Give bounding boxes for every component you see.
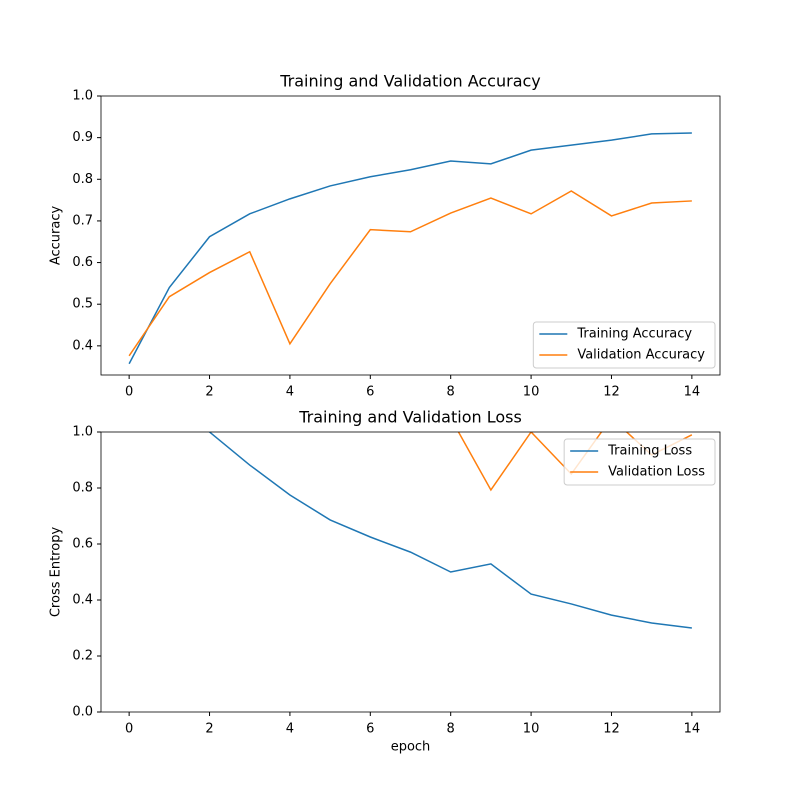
x-tick-label: 0 — [125, 722, 133, 737]
legend: Training Loss Validation Loss — [563, 438, 716, 486]
legend-box — [532, 321, 716, 369]
y-tick-label: 0.7 — [72, 213, 93, 228]
series-line — [208, 432, 692, 629]
x-tick-label: 12 — [603, 722, 620, 737]
x-tick-label: 12 — [603, 385, 620, 400]
y-tick-label: 0.8 — [72, 172, 93, 187]
y-tick-label: 0.4 — [72, 593, 93, 608]
series-line — [457, 432, 693, 492]
x-tick-label: 2 — [205, 722, 213, 737]
y-tick-label: 0.8 — [72, 481, 93, 496]
series-line — [128, 132, 692, 365]
y-tick-label: 0.6 — [72, 255, 93, 270]
x-tick-label: 4 — [286, 722, 294, 737]
chart-title: Training and Validation Loss — [298, 408, 522, 427]
y-tick-label: 0.2 — [72, 649, 93, 664]
y-tick-label: 0.9 — [72, 130, 93, 145]
y-axis-label: Cross Entropy — [49, 527, 64, 618]
plot-lines — [208, 432, 693, 629]
y-tick-label: 0.5 — [72, 297, 93, 312]
x-tick-label: 10 — [523, 385, 540, 400]
axes-frame — [100, 95, 721, 376]
x-tick-label: 6 — [366, 385, 374, 400]
legend: Training Accuracy Validation Accuracy — [532, 321, 716, 369]
legend-box — [563, 438, 716, 486]
y-tick-label: 0.0 — [72, 705, 93, 720]
y-tick-label: 0.4 — [72, 338, 93, 353]
y-tick-label: 0.6 — [72, 537, 93, 552]
y-axis-label: Accuracy — [49, 206, 64, 266]
legend-label: Validation Accuracy — [577, 348, 705, 363]
x-tick-label: 0 — [125, 385, 133, 400]
legend-label: Validation Loss — [608, 465, 705, 480]
x-tick-label: 6 — [366, 722, 374, 737]
legend-label: Training Loss — [607, 444, 692, 459]
series-line — [128, 190, 692, 357]
x-tick-label: 8 — [447, 385, 455, 400]
plot-lines — [128, 132, 692, 365]
x-tick-label: 14 — [684, 385, 701, 400]
x-tick-label: 10 — [523, 722, 540, 737]
chart-title: Training and Validation Accuracy — [279, 72, 541, 91]
x-tick-label: 2 — [205, 385, 213, 400]
x-tick-label: 14 — [684, 722, 701, 737]
legend-label: Training Accuracy — [576, 327, 692, 342]
x-axis-label: epoch — [391, 740, 431, 755]
y-tick-label: 1.0 — [72, 89, 93, 104]
x-tick-label: 4 — [286, 385, 294, 400]
y-tick-label: 1.0 — [72, 425, 93, 440]
x-tick-label: 8 — [447, 722, 455, 737]
axes-frame — [100, 431, 721, 713]
